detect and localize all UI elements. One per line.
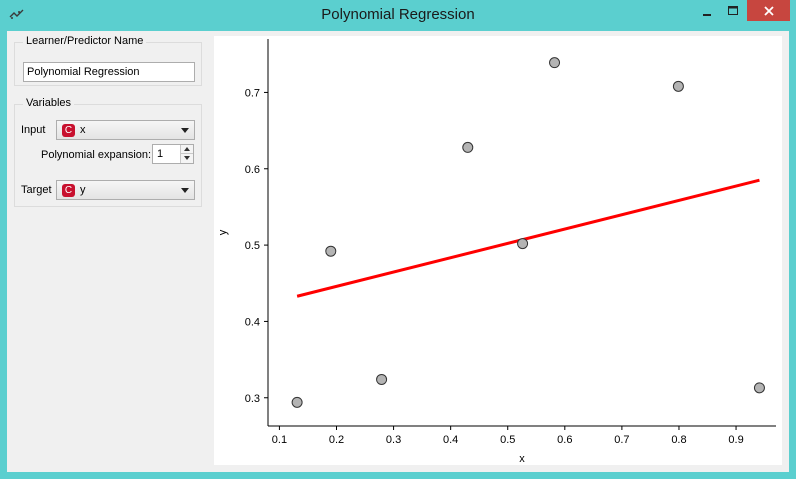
title-bar[interactable]: Polynomial Regression [0,0,796,31]
client-area: Learner/Predictor Name Variables Input C… [7,31,789,472]
regression-line [296,178,760,298]
x-tick-label: 0.3 [386,434,401,446]
x-tick-label: 0.7 [614,434,629,446]
data-point [462,141,474,153]
chevron-down-icon [181,128,189,133]
x-tick-label: 0.9 [728,434,743,446]
data-point [672,80,684,92]
x-tick-label: 0.8 [671,434,686,446]
variables-group: Variables Input C x Polynomial expansion… [14,97,202,207]
continuous-variable-icon: C [62,124,75,137]
app-scatter-icon [8,6,26,22]
window-title: Polynomial Regression [321,6,475,23]
scatter-plot[interactable]: 0.1 0.2 0.3 0.4 0.5 0.6 0.7 0.8 0.9 0.3 0.4 0.5 0.6 0… [214,36,782,465]
variables-group-title: Variables [23,97,75,109]
input-variable-value: x [80,124,86,136]
spin-up-button[interactable] [180,145,193,154]
x-tick-label: 0.4 [443,434,458,446]
y-tick-label: 0.4 [245,316,260,328]
y-axis-label: y [217,229,229,235]
close-icon [763,5,774,16]
y-tick-label: 0.7 [245,87,260,99]
x-tick-label: 0.2 [329,434,344,446]
data-point [517,238,529,250]
x-tick-label: 0.5 [500,434,515,446]
target-label: Target [21,184,52,196]
learner-name-group: Learner/Predictor Name [14,35,202,86]
spin-down-icon [184,156,190,160]
maximize-icon [728,5,738,15]
y-tick-label: 0.3 [245,393,260,405]
polynomial-expansion-value: 1 [157,148,164,160]
data-point [376,373,388,385]
input-label: Input [21,124,46,136]
continuous-variable-icon: C [62,184,75,197]
minimize-icon [703,13,711,16]
y-tick-label: 0.6 [245,164,260,176]
y-tick-label: 0.5 [245,240,260,252]
minimize-button[interactable] [694,0,720,21]
polynomial-expansion-label: Polynomial expansion: [41,149,152,161]
spin-down-button[interactable] [180,154,193,163]
data-point [325,245,337,257]
x-tick-label: 0.6 [557,434,572,446]
target-variable-combo[interactable]: C y [56,180,195,200]
data-point [753,382,765,394]
learner-name-input[interactable] [23,62,195,82]
polynomial-expansion-spinbox[interactable]: 1 [152,144,194,164]
close-button[interactable] [747,0,790,21]
x-tick-label: 0.1 [272,434,287,446]
learner-name-group-title: Learner/Predictor Name [23,35,147,47]
data-point [549,57,561,69]
spin-up-icon [184,147,190,151]
target-variable-value: y [80,184,86,196]
data-point [291,396,303,408]
input-variable-combo[interactable]: C x [56,120,195,140]
maximize-button[interactable] [720,0,746,21]
chevron-down-icon [181,188,189,193]
scatter-plot-area[interactable]: 0.1 0.2 0.3 0.4 0.5 0.6 0.7 0.8 0.9 0.3 0.4 0.5 0.6 0… [214,36,782,465]
x-axis-label: x [519,453,525,465]
